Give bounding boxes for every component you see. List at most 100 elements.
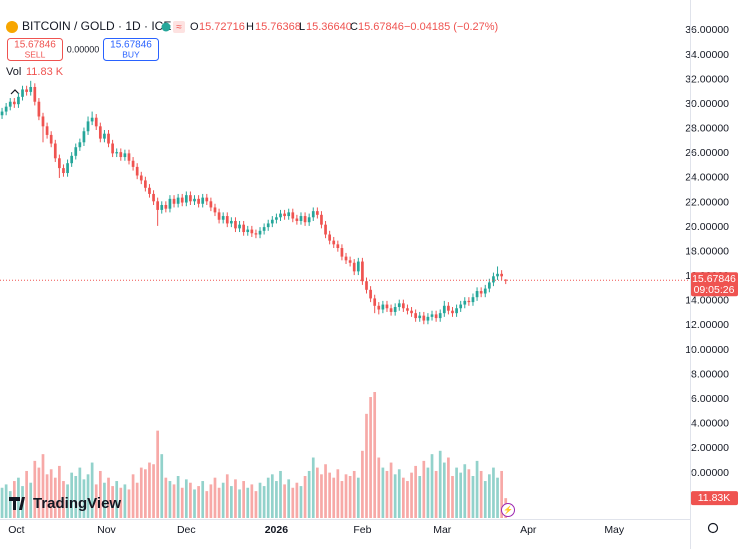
volume-bar xyxy=(193,489,196,518)
candle-body xyxy=(205,197,209,202)
y-tick-label: 34.00000 xyxy=(685,49,729,61)
volume-bar xyxy=(340,481,344,518)
volume-bar xyxy=(455,467,458,518)
volume-bar xyxy=(500,470,503,518)
volume-bar xyxy=(131,474,135,518)
x-tick-label: Mar xyxy=(433,524,452,536)
candle-body xyxy=(266,223,270,228)
candle-body xyxy=(246,229,250,233)
change: −0.04185 (−0.27%) xyxy=(404,21,498,33)
candle-body xyxy=(33,86,37,102)
candle-body xyxy=(369,289,372,299)
data-flag-icon: ≈ xyxy=(176,22,182,33)
volume-bar xyxy=(238,489,241,518)
y-tick-label: 30.00000 xyxy=(685,98,729,110)
event-icon-glyph: ⚡ xyxy=(503,505,513,515)
volume-bar xyxy=(299,486,303,518)
volume-bar xyxy=(197,486,200,518)
buy-button[interactable] xyxy=(103,38,159,61)
volume-bar xyxy=(356,477,360,518)
volume-bar xyxy=(168,481,172,518)
market-status xyxy=(161,22,171,32)
sell-button[interactable] xyxy=(7,38,63,61)
volume-bar xyxy=(393,474,397,518)
volume-bar xyxy=(156,430,160,518)
volume-bar xyxy=(442,462,446,518)
y-tick-label: 2.00000 xyxy=(691,442,729,454)
volume-bar xyxy=(426,467,430,518)
candle-body xyxy=(463,300,467,305)
candle-body xyxy=(418,315,422,319)
candle-body xyxy=(262,227,266,231)
volume-bar xyxy=(78,467,82,518)
ohlc-value: 15.76368 xyxy=(255,21,301,33)
volume-bar xyxy=(459,472,463,518)
candle-body xyxy=(127,153,131,161)
volume-bar xyxy=(250,484,254,518)
volume-bar xyxy=(352,470,356,518)
volume-bar xyxy=(217,487,221,518)
volume-bar xyxy=(33,460,37,518)
y-tick-label: 32.00000 xyxy=(685,73,729,85)
candle-body xyxy=(324,224,327,235)
candle-body xyxy=(496,273,499,277)
candle-body xyxy=(254,233,258,235)
x-tick-label: Nov xyxy=(97,524,116,536)
event-icon[interactable] xyxy=(501,503,515,517)
volume-bar xyxy=(287,479,291,518)
candle-body xyxy=(483,288,487,294)
candle-body xyxy=(291,212,295,219)
volume-bar xyxy=(447,457,450,518)
volume-bar xyxy=(320,474,323,518)
volume-bar xyxy=(184,479,188,518)
volume-bar xyxy=(148,462,151,518)
candle-body xyxy=(299,216,303,221)
candle-body xyxy=(287,212,291,217)
candle-body xyxy=(475,291,479,298)
candle-body xyxy=(426,316,430,321)
candle-body xyxy=(98,126,102,139)
volume-bar xyxy=(127,489,131,518)
volume-bar xyxy=(90,462,94,518)
volume-bar xyxy=(410,472,413,518)
volume-bar xyxy=(397,469,401,518)
volume-bar xyxy=(483,481,487,518)
candle-body xyxy=(328,234,331,241)
volume-bar xyxy=(336,469,340,518)
candle-body xyxy=(168,198,172,209)
volume-bar xyxy=(406,481,409,518)
candle-body xyxy=(230,220,233,224)
symbol-title[interactable]: BITCOIN / GOLD · 1D · ICE xyxy=(22,19,171,33)
settings-button[interactable] xyxy=(707,522,719,534)
candle-body xyxy=(406,308,409,311)
candle-body xyxy=(213,207,217,213)
candle-body xyxy=(58,158,61,169)
candle-body xyxy=(385,304,389,309)
volume-bar xyxy=(361,450,364,518)
volume-bar xyxy=(377,457,381,518)
volume-bar xyxy=(332,477,336,518)
volume-bar xyxy=(152,464,155,518)
candle-body xyxy=(184,195,188,203)
candle-body xyxy=(275,217,278,220)
candle-body xyxy=(307,217,311,223)
volume-bar xyxy=(414,465,417,518)
candle-body xyxy=(356,261,360,272)
candle-body xyxy=(234,220,237,229)
candle-body xyxy=(422,315,426,321)
collapse-button[interactable] xyxy=(10,89,20,95)
volume-bar xyxy=(496,477,499,518)
volume-bar xyxy=(471,476,475,518)
volume-bar xyxy=(164,477,168,518)
volume-bar xyxy=(402,477,405,518)
candle-body xyxy=(103,133,106,139)
data-flag xyxy=(173,21,185,33)
candle-body xyxy=(189,195,192,202)
volume-bar xyxy=(53,477,57,518)
candle-body xyxy=(258,230,262,235)
x-tick-label: Oct xyxy=(8,524,24,536)
x-tick-label: Dec xyxy=(177,524,196,536)
candle-body xyxy=(29,86,33,92)
volume-bar xyxy=(389,462,393,518)
y-tick-label: 8.00000 xyxy=(691,368,729,380)
